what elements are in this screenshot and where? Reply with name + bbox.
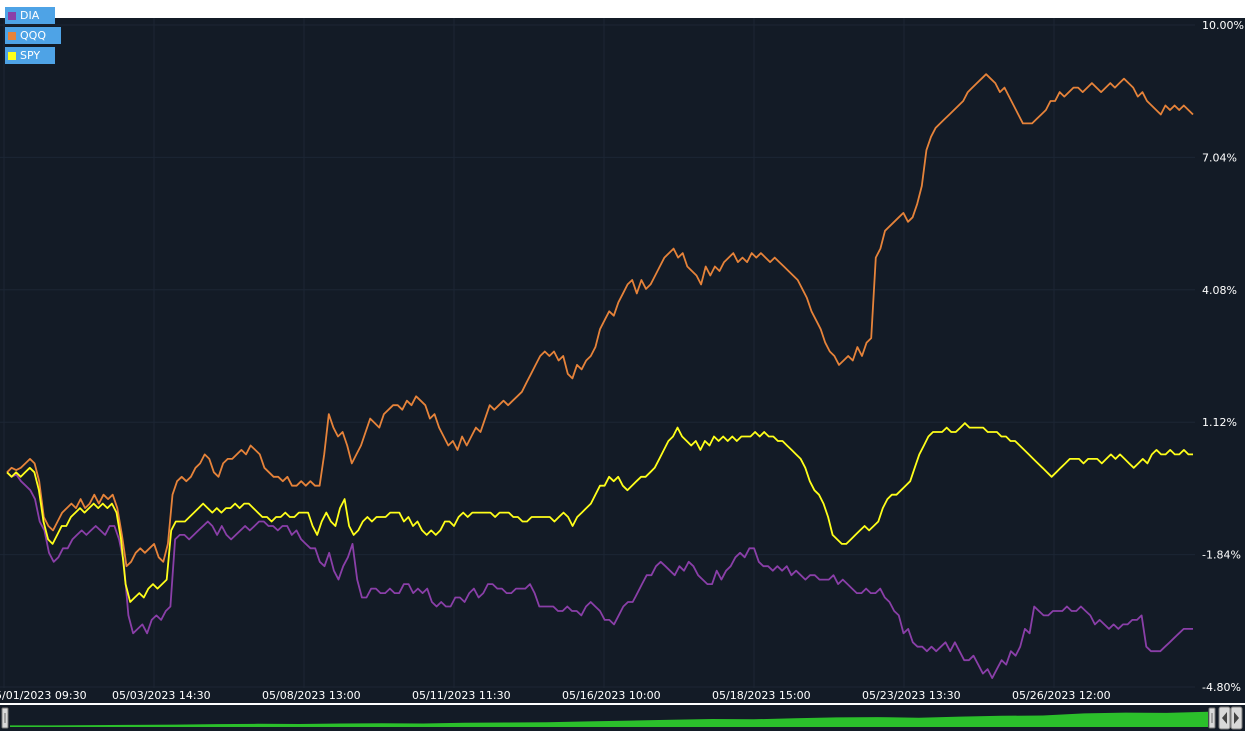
- y-tick-label: 10.00%: [1202, 19, 1244, 32]
- y-tick-label: 4.08%: [1202, 284, 1237, 297]
- legend-label-spy: SPY: [20, 49, 41, 62]
- legend-swatch-spy: [8, 51, 16, 60]
- series-line-qqq: [6, 73, 1194, 568]
- series-line-dia: [6, 471, 1193, 679]
- navigator-right-handle[interactable]: [1208, 707, 1216, 729]
- y-tick-label: -1.84%: [1202, 549, 1241, 562]
- plot-area[interactable]: [0, 18, 1245, 703]
- legend-item-qqq[interactable]: QQQ: [5, 27, 61, 44]
- x-tick-label: 05/03/2023 14:30: [112, 689, 211, 702]
- y-tick-label: 1.12%: [1202, 416, 1237, 429]
- x-tick-label: 05/23/2023 13:30: [862, 689, 961, 702]
- x-tick-label: 05/11/2023 11:30: [412, 689, 511, 702]
- x-tick-label: 05/08/2023 13:00: [262, 689, 361, 702]
- legend-item-spy[interactable]: SPY: [5, 47, 55, 64]
- legend-swatch-qqq: [8, 31, 16, 40]
- x-tick-label: 05/18/2023 15:00: [712, 689, 811, 702]
- scroll-left-button[interactable]: [1218, 706, 1231, 730]
- x-tick-label: 05/26/2023 12:00: [1012, 689, 1111, 702]
- series-group: [6, 73, 1194, 679]
- x-tick-label: 05/16/2023 10:00: [562, 689, 661, 702]
- navigator[interactable]: [0, 705, 1245, 731]
- x-tick-label: 05/01/2023 09:30: [0, 689, 87, 702]
- y-axis: 10.00% 7.04% 4.08% 1.12% -1.84% -4.80%: [1202, 19, 1244, 694]
- y-tick-label: -4.80%: [1202, 681, 1241, 694]
- series-line-spy: [6, 422, 1193, 603]
- chevron-right-icon: [1234, 712, 1239, 724]
- navigator-area: [10, 711, 1208, 727]
- legend-label-dia: DIA: [20, 9, 40, 22]
- y-tick-label: 7.04%: [1202, 151, 1237, 164]
- legend-swatch-dia: [8, 11, 16, 20]
- grid-lines: [0, 18, 1195, 688]
- scroll-right-button[interactable]: [1230, 706, 1243, 730]
- legend-label-qqq: QQQ: [20, 29, 46, 42]
- legend: DIA QQQ SPY: [5, 7, 61, 64]
- legend-item-dia[interactable]: DIA: [5, 7, 55, 24]
- chevron-left-icon: [1222, 712, 1227, 724]
- navigator-left-handle[interactable]: [1, 707, 9, 729]
- x-axis: 05/01/2023 09:30 05/03/2023 14:30 05/08/20…: [0, 689, 1111, 702]
